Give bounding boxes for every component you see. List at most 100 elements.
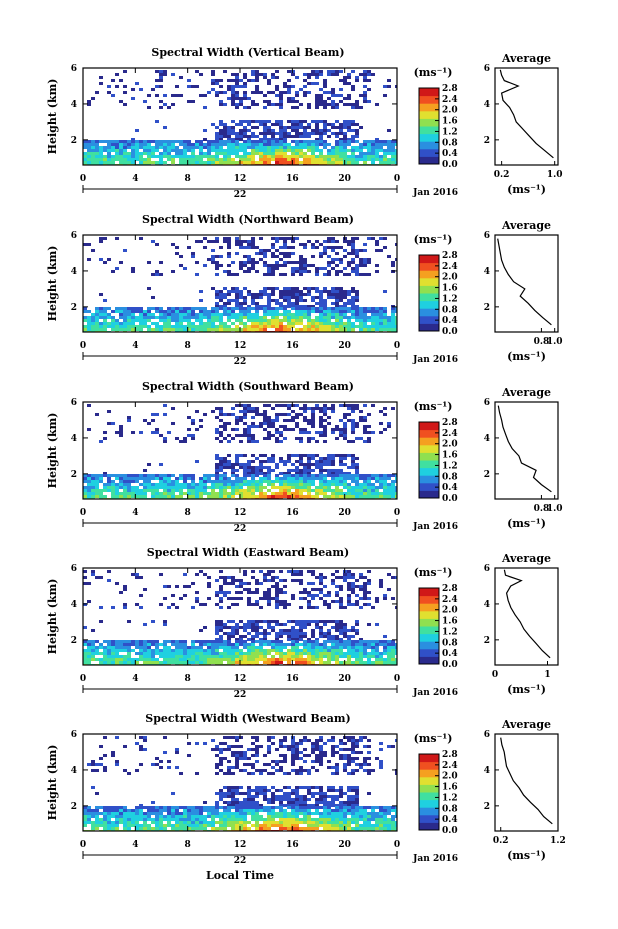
heatmap-cell [183,661,187,664]
heatmap-cell [263,73,267,76]
heatmap-cell [191,419,195,422]
heatmap-cell [367,623,371,626]
heatmap-cell [95,155,99,158]
heatmap-cell [191,310,195,313]
heatmap-cell [275,477,279,480]
heatmap-cell [359,597,363,600]
heatmap-cell [167,477,171,480]
heatmap-cell [231,428,235,431]
heatmap-cell [355,325,359,328]
heatmap-cell [395,322,397,325]
heatmap-cell [115,152,119,155]
heatmap-cell [251,460,255,463]
heatmap-cell [167,649,171,652]
heatmap-cell [219,588,223,591]
heatmap-cell [131,815,135,818]
heatmap-cell [235,649,239,652]
heatmap-cell [331,325,335,328]
heatmap-cell [283,474,287,477]
heatmap-cell [115,827,119,830]
heatmap-cell [267,322,271,325]
colorbar-segment [419,437,439,446]
average-y-tick-label: 4 [484,600,490,610]
heatmap-cell [183,152,187,155]
heatmap-cell [287,322,291,325]
heatmap-cell [175,489,179,492]
heatmap-cell [315,649,319,652]
heatmap-cell [167,655,171,658]
heatmap-cell [271,313,275,316]
heatmap-cell [351,576,355,579]
heatmap-cell [223,293,227,296]
heatmap-cell [195,658,199,661]
heatmap-cell [303,477,307,480]
heatmap-cell [375,655,379,658]
heatmap-cell [299,480,303,483]
heatmap-cell [251,620,255,623]
heatmap-cell [239,103,243,106]
heatmap-cells [83,404,397,499]
heatmap-cell [195,273,199,276]
heatmap-cell [275,486,279,489]
heatmap-cell [227,126,231,129]
heatmap-cell [227,313,231,316]
heatmap-cell [335,287,339,290]
heatmap-cell [235,469,239,472]
heatmap-cell [251,264,255,267]
colorbar-segment [419,618,439,627]
heatmap-cell [155,658,159,661]
heatmap-cell [215,149,219,152]
heatmap-cell [131,316,135,319]
heatmap-cell [287,325,291,328]
heatmap-cell [287,457,291,460]
heatmap-cell [215,267,219,270]
heatmap-cell [319,620,323,623]
heatmap-cell [331,287,335,290]
heatmap-cell [143,827,147,830]
heatmap-cell [239,480,243,483]
heatmap-cell [363,440,367,443]
heatmap-cell [131,307,135,310]
heatmap-cell [251,126,255,129]
heatmap-cell [275,328,279,331]
heatmap-cell [283,460,287,463]
heatmap-cell [115,643,119,646]
heatmap-cell [395,658,397,661]
heatmap-cell [335,135,339,138]
heatmap-cell [371,146,375,149]
heatmap-cell [143,489,147,492]
heatmap-cell [163,149,167,152]
heatmap-cell [355,146,359,149]
heatmap-cell [147,325,151,328]
heatmap-cell [271,91,275,94]
heatmap-cell [235,419,239,422]
heatmap-cell [271,155,275,158]
heatmap-cell [87,763,91,766]
heatmap-cell [147,152,151,155]
heatmap-cell [299,243,303,246]
heatmap-cell [375,316,379,319]
heatmap-cell [271,293,275,296]
heatmap-cell [167,480,171,483]
heatmap-cell [187,649,191,652]
heatmap-cell [239,85,243,88]
heatmap-cell [219,486,223,489]
heatmap-cell [311,255,315,258]
heatmap-cell [215,428,219,431]
heatmap-cell [247,620,251,623]
heatmap-cell [87,495,91,498]
heatmap-cell [363,140,367,143]
heatmap-cell [219,638,223,641]
heatmap-cell [295,305,299,308]
heatmap-cell [291,463,295,466]
heatmap-cell [263,325,267,328]
heatmap-cell [343,646,347,649]
heatmap-cell [343,652,347,655]
heatmap-cell [263,573,267,576]
heatmap-cell [303,91,307,94]
heatmap-cell [263,643,267,646]
heatmap-cell [255,307,259,310]
heatmap-cell [283,413,287,416]
heatmap-cell [343,474,347,477]
heatmap-cell [127,818,131,821]
